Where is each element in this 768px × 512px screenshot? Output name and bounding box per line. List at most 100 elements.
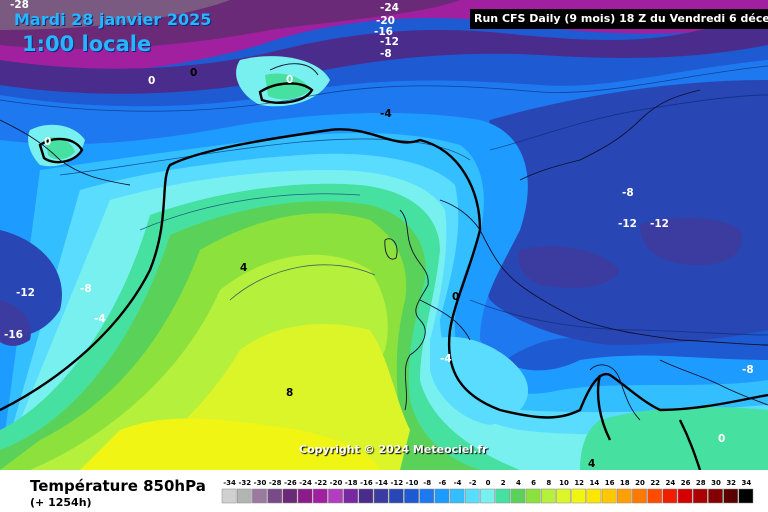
contour-label: 0 — [148, 75, 155, 87]
contour-label: -12 — [16, 287, 35, 299]
field-east-darker-2 — [518, 246, 620, 288]
legend-swatch — [647, 488, 663, 504]
contour-label: 4 — [240, 262, 247, 274]
contour-label: -12 — [650, 218, 669, 230]
legend-swatch — [510, 488, 526, 504]
legend-swatch — [343, 488, 359, 504]
legend-swatch — [267, 488, 283, 504]
field-arctic-grey — [0, 0, 230, 30]
contour-label: -20 — [376, 15, 395, 27]
contour-label: -8 — [622, 187, 634, 199]
legend-swatch — [252, 488, 267, 504]
legend-tick-label: -4 — [454, 479, 462, 487]
color-scale: -34 -32 -30 -28 -26 -24 -22 -20 -18 -16 -14 -12 -10-… — [221, 479, 754, 504]
contour-label: 0 — [190, 67, 197, 79]
legend-tick-label: -28 — [269, 479, 282, 487]
legend-swatch — [525, 488, 541, 504]
legend-swatch — [404, 488, 419, 504]
legend-tick-label: 12 — [574, 479, 584, 487]
legend-swatch — [480, 488, 495, 504]
contour-label: -8 — [380, 48, 392, 60]
legend-swatch — [464, 488, 480, 504]
legend-tick-label: -20 — [330, 479, 343, 487]
contour-label: 0 — [718, 433, 725, 445]
coastlines — [0, 63, 768, 421]
legend-tick-label: -8 — [423, 479, 431, 487]
legend-tick-label: -14 — [375, 479, 388, 487]
legend-swatch — [616, 488, 632, 504]
legend-swatch — [586, 488, 602, 504]
legend-swatch — [297, 488, 313, 504]
legend-tick-label: 10 — [559, 479, 569, 487]
contour-label: -12 — [380, 36, 399, 48]
contour-label: -12 — [618, 218, 637, 230]
legend-swatch — [419, 488, 435, 504]
contour-label: -4 — [94, 313, 106, 325]
legend-tick-label: 0 — [486, 479, 491, 487]
legend-tick-label: 32 — [726, 479, 736, 487]
legend-tick-label: 34 — [742, 479, 752, 487]
field-east-darker — [640, 218, 742, 265]
legend-tick-label: -16 — [360, 479, 373, 487]
legend-tick-label: -10 — [406, 479, 419, 487]
variable-name: Température 850hPa — [30, 477, 206, 495]
legend-swatch — [662, 488, 678, 504]
contour-label: -24 — [380, 2, 399, 14]
legend-tick-label: 22 — [650, 479, 660, 487]
contour-label: -4 — [380, 108, 392, 120]
copyright-notice: Copyright © 2024 Meteociel.fr — [299, 443, 488, 456]
lead-time: (+ 1254h) — [30, 496, 92, 509]
contour-label: -28 — [10, 0, 29, 11]
legend-swatch — [708, 488, 723, 504]
legend-tick-label: 14 — [590, 479, 600, 487]
contour-label: -8 — [742, 364, 754, 376]
legend-tick-label: 26 — [681, 479, 691, 487]
legend-tick-label: -26 — [284, 479, 297, 487]
legend-tick-label: 30 — [711, 479, 721, 487]
legend-tick-label: 6 — [531, 479, 536, 487]
contour-label: 0 — [286, 74, 293, 86]
contour-label: 0 — [452, 291, 459, 303]
legend-tick-label: 28 — [696, 479, 706, 487]
contour-label: 4 — [588, 458, 595, 470]
legend-tick-label: 18 — [620, 479, 630, 487]
legend-tick-label: 2 — [501, 479, 506, 487]
legend-footer: Température 850hPa (+ 1254h) -34 -32 -30 -2… — [0, 470, 768, 512]
legend-swatch — [738, 488, 754, 504]
contour-label: 0 — [44, 136, 51, 148]
contour-label: -16 — [4, 329, 23, 341]
legend-tick-label: -2 — [469, 479, 477, 487]
legend-tick-label: -22 — [314, 479, 327, 487]
contour-label: -8 — [80, 283, 92, 295]
legend-swatch — [282, 488, 298, 504]
legend-swatch — [236, 488, 252, 504]
legend-tick-label: -34 — [223, 479, 236, 487]
field-violet-band — [0, 20, 768, 94]
legend-tick-label: 16 — [605, 479, 615, 487]
legend-tick-label: 8 — [546, 479, 551, 487]
legend-swatch — [632, 488, 647, 504]
legend-swatch — [571, 488, 587, 504]
legend-tick-label: 4 — [516, 479, 521, 487]
legend-tick-label: -32 — [238, 479, 251, 487]
field-west-green — [45, 137, 75, 160]
field-iberia-cyan — [430, 336, 529, 425]
forecast-date: Mardi 28 janvier 2025 — [14, 10, 212, 29]
contour-label: -4 — [440, 353, 452, 365]
legend-swatch — [388, 488, 404, 504]
legend-swatch — [328, 488, 343, 504]
legend-tick-label: -12 — [390, 479, 403, 487]
legend-swatch — [358, 488, 374, 504]
legend-swatch — [540, 488, 556, 504]
field-greenland-green — [265, 73, 310, 100]
field-cold-pocket-2 — [0, 300, 31, 346]
legend-tick-label: 24 — [666, 479, 676, 487]
legend-swatch — [723, 488, 739, 504]
forecast-local-time: 1:00 locale — [22, 32, 152, 56]
legend-swatch — [221, 488, 237, 504]
legend-swatch — [434, 488, 450, 504]
contour-label: 8 — [286, 387, 293, 399]
isolines — [0, 65, 768, 336]
